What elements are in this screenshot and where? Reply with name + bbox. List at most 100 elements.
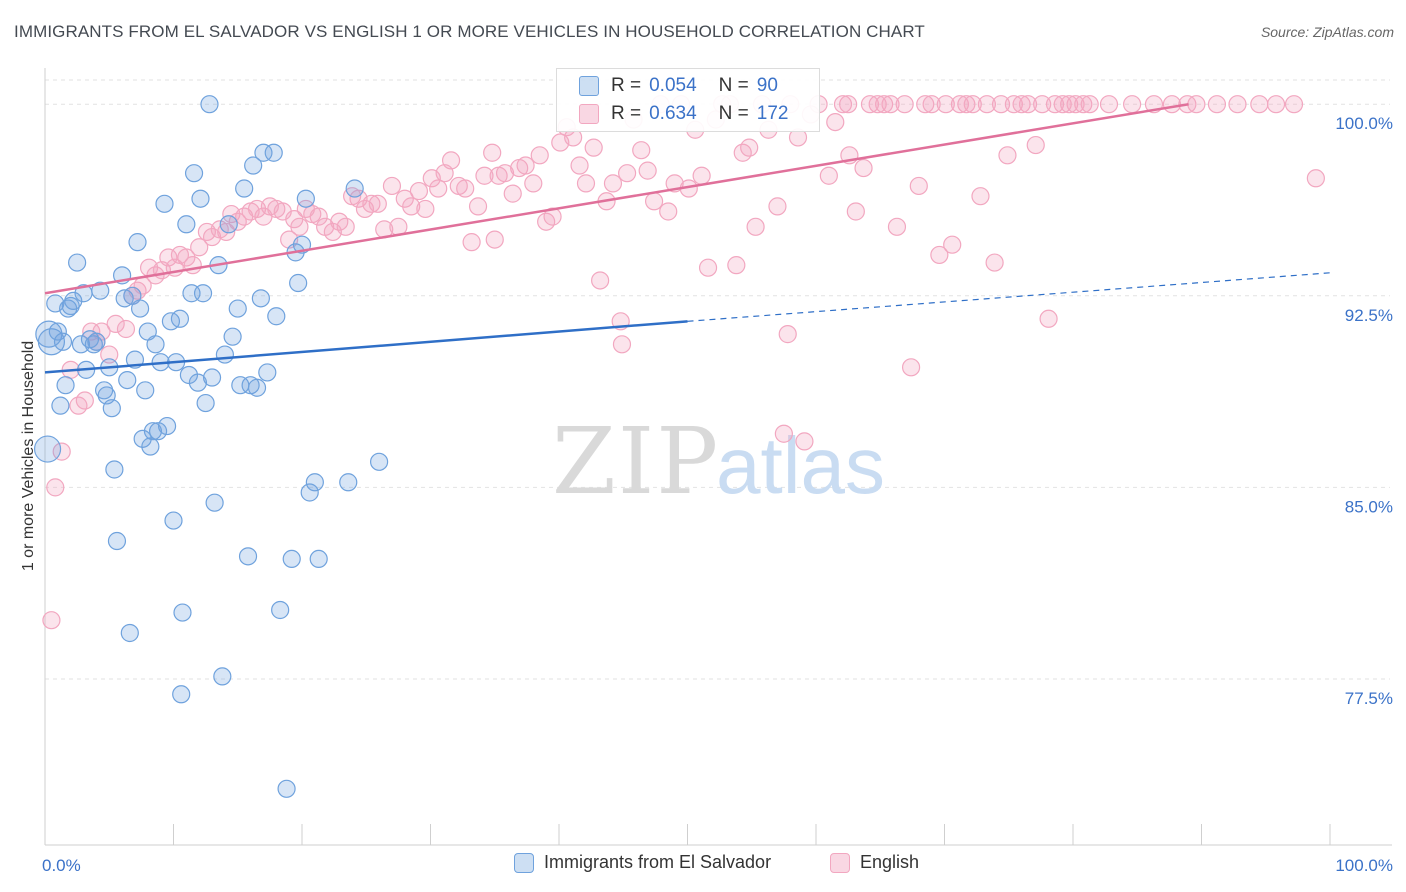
point-english [854, 158, 873, 178]
legend-item-el-salvador[interactable]: Immigrants from El Salvador [514, 852, 771, 873]
point-english [632, 141, 651, 160]
point-english [603, 174, 623, 193]
point-english [576, 174, 596, 193]
point-el-salvador [271, 600, 290, 620]
correlation-legend: R = 0.054 N = 90 R = 0.634 N = 172 [556, 68, 820, 132]
n-value: 90 [756, 75, 778, 96]
point-el-salvador [33, 435, 62, 463]
point-el-salvador [296, 189, 315, 208]
point-english [106, 314, 125, 333]
point-english [1266, 95, 1286, 114]
point-el-salvador [305, 473, 324, 492]
point-english [485, 230, 504, 249]
point-el-salvador [191, 189, 210, 208]
watermark-zip: ZIP [552, 408, 720, 515]
point-el-salvador [264, 143, 283, 162]
point-english [618, 164, 637, 183]
point-english [202, 227, 222, 247]
legend-row-english: R = 0.634 N = 172 [579, 101, 788, 127]
x-tick-label: 0.0% [42, 856, 81, 875]
point-english [524, 174, 543, 193]
point-el-salvador [56, 376, 75, 395]
point-el-salvador [188, 373, 208, 392]
point-el-salvador [136, 381, 155, 400]
point-english [778, 325, 797, 344]
point-english [516, 156, 535, 175]
point-english [1162, 95, 1182, 114]
point-english [1004, 95, 1023, 114]
point-el-salvador [339, 473, 358, 492]
point-el-salvador [267, 307, 286, 326]
point-el-salvador [95, 381, 114, 400]
point-el-salvador [68, 253, 87, 272]
point-english [362, 194, 381, 213]
point-english [1250, 95, 1269, 114]
point-english [1026, 135, 1045, 155]
point-english [998, 146, 1017, 165]
point-english [922, 95, 941, 114]
legend-item-english[interactable]: English [830, 852, 919, 873]
point-el-salvador [215, 345, 234, 364]
point-english [991, 95, 1011, 114]
point-english [462, 233, 481, 252]
point-el-salvador [177, 215, 196, 234]
point-english [698, 258, 718, 277]
point-english [612, 335, 632, 354]
point-english [1099, 95, 1119, 114]
point-english [483, 143, 502, 162]
point-el-salvador [282, 549, 301, 569]
point-english [42, 611, 61, 630]
point-english [382, 176, 402, 196]
point-english [368, 194, 387, 213]
point-english [1060, 95, 1079, 114]
point-el-salvador [300, 483, 319, 502]
point-english [1033, 95, 1052, 114]
point-el-salvador [105, 460, 124, 479]
point-english [826, 112, 845, 132]
point-english [75, 391, 94, 410]
point-el-salvador [235, 179, 254, 198]
point-el-salvador [247, 378, 267, 397]
point-english [692, 166, 711, 185]
point-english [901, 358, 921, 377]
legend-row-el-salvador: R = 0.054 N = 90 [579, 73, 778, 99]
point-el-salvador [118, 370, 137, 390]
point-english [409, 181, 429, 201]
trend-line-el-salvador-projection [687, 272, 1331, 322]
point-el-salvador [120, 623, 139, 643]
point-english [875, 95, 894, 114]
point-el-salvador [64, 291, 83, 311]
point-english [957, 95, 976, 114]
point-english [839, 95, 858, 114]
y-tick-label: 100.0% [1335, 114, 1393, 133]
y-tick-label: 92.5% [1345, 306, 1393, 325]
point-el-salvador [133, 429, 152, 448]
point-english [1284, 95, 1304, 114]
legend-swatch-pink [830, 852, 850, 873]
n-label: N = [718, 103, 749, 124]
point-english [441, 151, 461, 170]
point-english [52, 442, 71, 461]
point-english [950, 95, 970, 114]
point-english [530, 146, 549, 165]
point-english [833, 95, 853, 114]
point-el-salvador [228, 299, 247, 318]
point-english [336, 217, 355, 236]
point-english [774, 424, 793, 443]
r-label: R = [611, 75, 642, 96]
point-english [591, 271, 610, 290]
point-el-salvador [196, 393, 215, 413]
point-el-salvador [205, 493, 224, 512]
point-english [1306, 169, 1325, 188]
point-english [1207, 95, 1227, 114]
point-el-salvador [172, 685, 191, 704]
point-english [936, 95, 955, 114]
point-english [1123, 95, 1142, 114]
watermark-atlas: atlas [716, 421, 885, 510]
point-english [1045, 95, 1065, 114]
point-english [468, 197, 488, 216]
point-english [963, 95, 982, 114]
point-english [930, 245, 949, 265]
trend-lines [44, 102, 1331, 374]
